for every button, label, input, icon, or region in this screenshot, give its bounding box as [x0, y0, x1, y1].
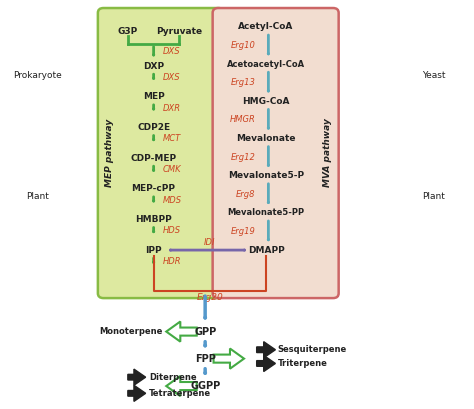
Text: MDS: MDS: [163, 196, 182, 204]
Text: Tetraterpene: Tetraterpene: [149, 389, 211, 398]
Text: Pyruvate: Pyruvate: [156, 27, 202, 36]
Text: MEP: MEP: [143, 92, 164, 101]
Polygon shape: [166, 321, 197, 342]
Text: Acetyl-CoA: Acetyl-CoA: [238, 22, 294, 31]
Text: MCT: MCT: [163, 134, 181, 143]
Text: IDI: IDI: [204, 238, 216, 247]
Text: Plant: Plant: [422, 192, 445, 201]
Text: Erg19: Erg19: [231, 227, 256, 236]
Text: DXP: DXP: [143, 62, 164, 71]
Polygon shape: [128, 385, 146, 401]
Text: G3P: G3P: [118, 27, 138, 36]
Text: Plant: Plant: [27, 192, 49, 201]
Text: Mevalonate: Mevalonate: [237, 134, 296, 143]
Text: Erg13: Erg13: [231, 78, 256, 87]
Text: DXR: DXR: [163, 103, 181, 112]
Text: DXS: DXS: [163, 73, 181, 82]
Text: DMAPP: DMAPP: [248, 245, 284, 254]
Text: HDS: HDS: [163, 226, 181, 235]
Polygon shape: [166, 376, 197, 396]
Text: CDP2E: CDP2E: [137, 123, 170, 132]
Text: Erg10: Erg10: [231, 41, 256, 50]
Polygon shape: [257, 342, 275, 358]
Text: HMGR: HMGR: [230, 115, 256, 124]
Polygon shape: [214, 348, 244, 369]
Text: DXS: DXS: [163, 47, 181, 56]
Text: Triterpene: Triterpene: [278, 359, 328, 368]
Text: HDR: HDR: [163, 257, 182, 266]
FancyBboxPatch shape: [98, 8, 224, 298]
Text: Monoterpene: Monoterpene: [100, 327, 163, 336]
Text: Acetoacetyl-CoA: Acetoacetyl-CoA: [227, 60, 305, 69]
Text: IPP: IPP: [146, 245, 162, 254]
Text: HMBPP: HMBPP: [135, 215, 172, 224]
Text: GPP: GPP: [194, 326, 216, 337]
Text: Erg20: Erg20: [196, 293, 223, 302]
Text: GGPP: GGPP: [190, 381, 220, 391]
Text: CMK: CMK: [163, 165, 182, 174]
Text: MVA pathway: MVA pathway: [323, 119, 332, 187]
Text: Erg12: Erg12: [231, 153, 256, 162]
Text: CDP-MEP: CDP-MEP: [130, 154, 177, 163]
Text: Yeast: Yeast: [422, 71, 446, 80]
Polygon shape: [257, 355, 275, 371]
Text: FPP: FPP: [195, 354, 216, 364]
Text: MEP-cPP: MEP-cPP: [132, 184, 175, 193]
Polygon shape: [128, 369, 146, 385]
Text: Mevalonate5-PP: Mevalonate5-PP: [228, 209, 305, 218]
FancyBboxPatch shape: [213, 8, 338, 298]
Text: Erg8: Erg8: [236, 190, 256, 199]
Text: MEP pathway: MEP pathway: [105, 119, 114, 187]
Text: Mevalonate5-P: Mevalonate5-P: [228, 171, 304, 180]
Text: HMG-CoA: HMG-CoA: [242, 97, 290, 106]
Text: Diterpene: Diterpene: [149, 373, 197, 382]
Text: Prokaryote: Prokaryote: [14, 71, 62, 80]
Text: Sesquiterpene: Sesquiterpene: [278, 345, 347, 354]
